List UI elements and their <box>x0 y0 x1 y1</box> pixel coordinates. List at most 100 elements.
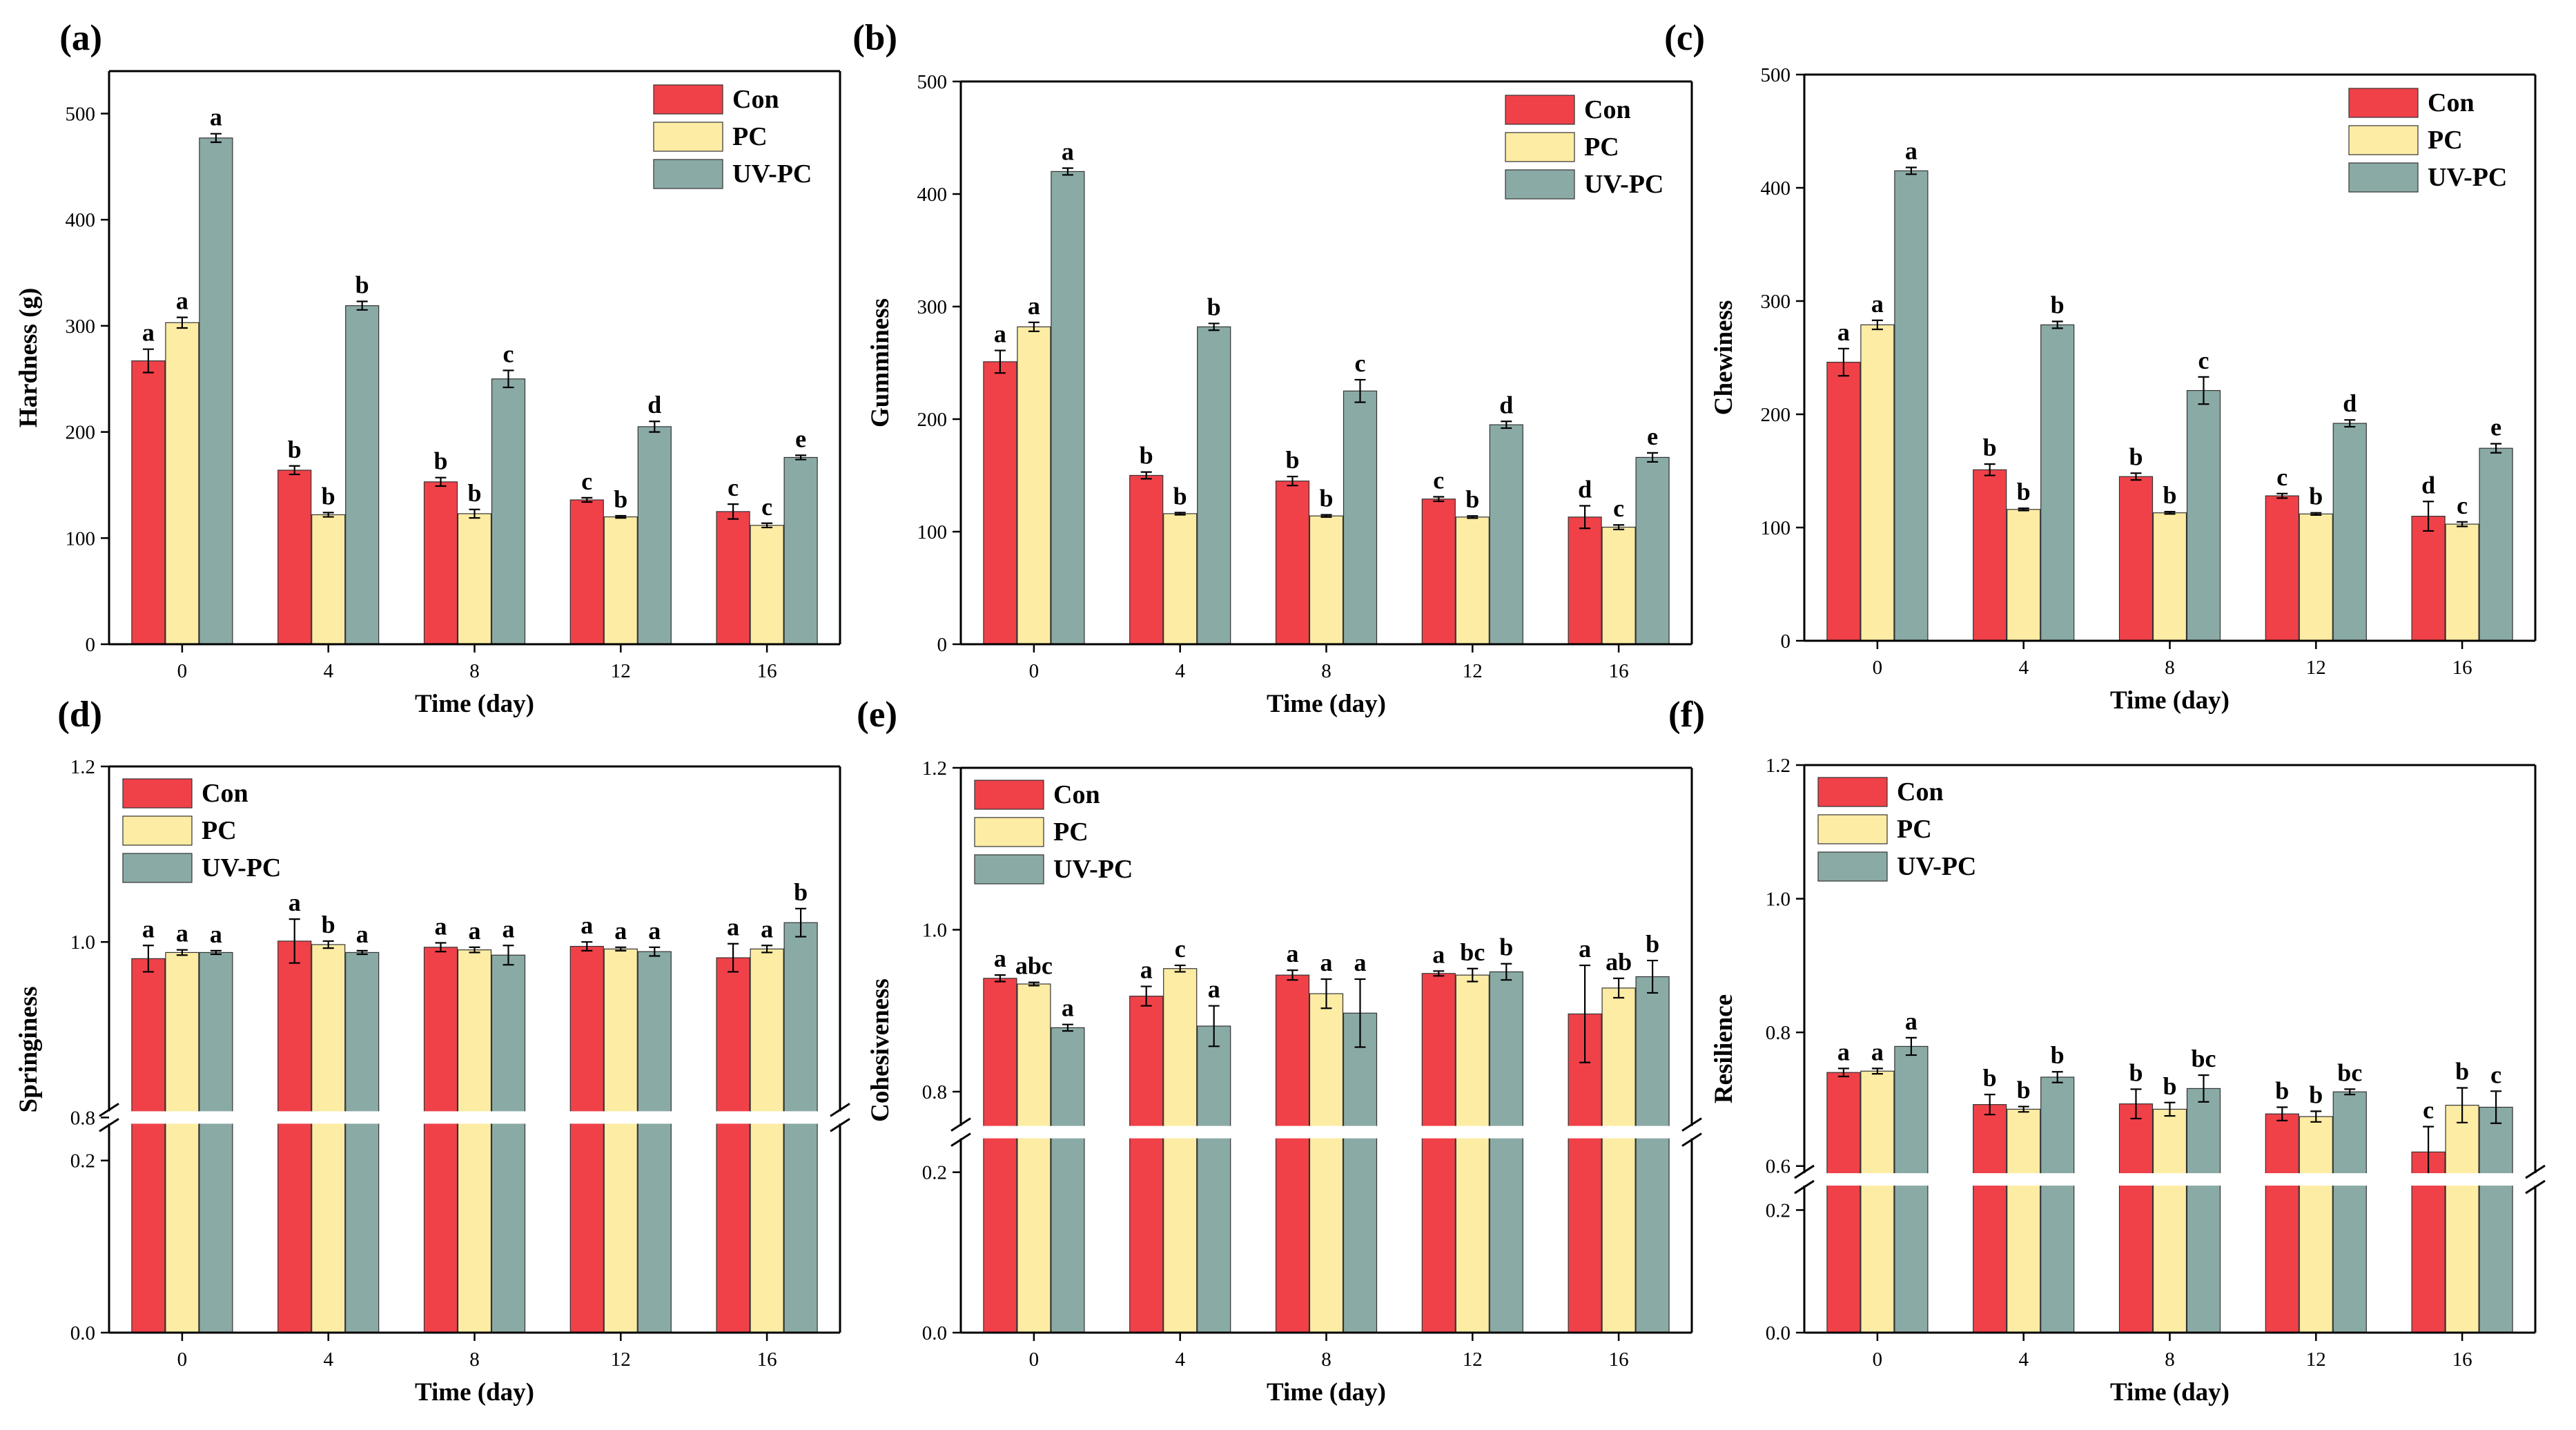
bar-con-day4 <box>1973 1104 2007 1333</box>
bar-con-day0 <box>1826 1072 1861 1333</box>
x-tick-label: 4 <box>2018 1349 2029 1371</box>
legend-swatch-pc <box>653 122 723 152</box>
bar-uv-pc-day0 <box>1051 1027 1085 1333</box>
y-tick-label: 200 <box>1761 404 1791 426</box>
significance-letter: a <box>1028 292 1040 320</box>
bar-pc-day12 <box>2299 513 2333 641</box>
bar-con-day0 <box>983 361 1017 645</box>
y-axis-label: Resilience <box>1710 994 1738 1103</box>
bar-pc-day0 <box>165 951 199 1333</box>
significance-letter: b <box>2051 291 2065 319</box>
y-tick-label: 500 <box>66 103 96 125</box>
bar-pc-day0 <box>165 322 199 645</box>
bar-uv-pc-day12 <box>2332 423 2367 641</box>
bar-con-day0 <box>983 978 1017 1333</box>
y-tick-label: 1.0 <box>1766 889 1790 911</box>
panel-label: (f) <box>1668 695 1705 735</box>
panel-d: aaa a aa b a a aa a a ab0.00.20.81.01.20 4 8 12 16Tim… <box>14 695 854 1407</box>
y-tick-label: 0.0 <box>70 1322 95 1344</box>
significance-letter: b <box>322 911 335 938</box>
x-axis-label: Time (day) <box>415 1378 534 1407</box>
axis-break-mark <box>99 1103 119 1117</box>
bar-con-day16 <box>716 511 750 645</box>
axis-break-mark <box>2525 1164 2546 1179</box>
y-tick-label: 0 <box>86 634 96 656</box>
x-tick-label: 0 <box>177 660 188 682</box>
y-tick-label: 0.8 <box>70 1107 95 1129</box>
legend-label-uv-pc: UV-PC <box>2428 163 2507 192</box>
panel-label: (b) <box>852 18 897 58</box>
axis-break-mark <box>1794 1164 1815 1179</box>
bar-pc-day4 <box>2007 509 2041 641</box>
y-tick-label: 1.2 <box>922 757 947 780</box>
significance-letter: abc <box>1015 952 1053 980</box>
y-tick-label: 1.2 <box>1766 755 1790 777</box>
legend-label-uv-pc: UV-PC <box>732 160 812 189</box>
y-tick-label: 400 <box>917 184 948 206</box>
significance-letter: b <box>355 271 369 299</box>
bar-uv-pc-day8 <box>1343 390 1378 645</box>
y-tick-label: 400 <box>1761 177 1791 200</box>
significance-letter: a <box>210 104 222 131</box>
legend-label-con: Con <box>202 779 248 808</box>
bar-pc-day12 <box>603 516 638 645</box>
significance-letter: b <box>2163 481 2176 509</box>
bar-uv-pc-day12 <box>1489 971 1523 1333</box>
bar-con-day4 <box>1129 996 1164 1333</box>
bar-con-day8 <box>2118 1103 2154 1333</box>
x-tick-label: 4 <box>2018 657 2029 679</box>
significance-letter: c <box>1175 935 1186 963</box>
bar-pc-day8 <box>457 513 492 645</box>
x-tick-label: 8 <box>2165 657 2175 679</box>
x-tick-label: 8 <box>469 1349 480 1371</box>
x-tick-label: 4 <box>1175 1349 1185 1371</box>
legend-swatch-con <box>122 778 193 809</box>
bar-uv-pc-day0 <box>199 137 233 645</box>
x-axis-label: Time (day) <box>2110 686 2229 715</box>
significance-letter: c <box>2423 1096 2434 1124</box>
significance-letter: a <box>1354 949 1367 976</box>
bar-uv-pc-day8 <box>491 378 526 645</box>
significance-letter: a <box>289 889 301 916</box>
panel-label: (c) <box>1664 18 1705 58</box>
legend-label-con: Con <box>1897 777 1944 806</box>
significance-letter: b <box>2455 1057 2469 1085</box>
legend-swatch-con <box>2348 88 2419 118</box>
significance-letter: a <box>761 915 773 943</box>
significance-letter: d <box>2343 389 2357 417</box>
y-axis-label: Chewiness <box>1710 300 1738 416</box>
axis-break-mark <box>2525 1179 2546 1195</box>
axis-break-mark <box>830 1118 850 1132</box>
legend-swatch-uv-pc <box>653 159 723 189</box>
legend-label-pc: PC <box>202 816 237 845</box>
y-tick-label: 100 <box>66 528 96 550</box>
significance-letter: a <box>1320 949 1333 976</box>
axis-break-mark <box>830 1103 850 1117</box>
bar-uv-pc-day4 <box>2040 324 2075 641</box>
significance-letter: bc <box>2337 1059 2362 1086</box>
bar-pc-day4 <box>311 944 346 1333</box>
legend-swatch-con <box>974 780 1044 810</box>
significance-letter: a <box>1432 940 1445 968</box>
significance-letter: b <box>288 436 302 463</box>
bar-pc-day8 <box>1309 515 1344 645</box>
bar-uv-pc-day4 <box>1197 326 1231 645</box>
significance-letter: d <box>1499 391 1513 418</box>
significance-letter: a <box>1837 1038 1850 1065</box>
y-axis-label: Cohesiveness <box>866 978 895 1122</box>
significance-letter: b <box>1319 485 1333 512</box>
significance-letter: a <box>614 917 627 945</box>
significance-letter: b <box>1646 930 1659 958</box>
y-tick-label: 100 <box>917 521 948 543</box>
bar-con-day8 <box>1275 974 1310 1333</box>
legend-label-uv-pc: UV-PC <box>202 853 281 882</box>
y-tick-label: 100 <box>1761 517 1791 539</box>
bar-pc-day4 <box>311 514 346 645</box>
x-tick-label: 0 <box>1873 1349 1883 1371</box>
significance-letter: a <box>502 915 515 943</box>
x-tick-label: 12 <box>2306 1349 2326 1371</box>
bar-uv-pc-day16 <box>2479 447 2513 641</box>
axis-break-mark <box>950 1117 971 1132</box>
